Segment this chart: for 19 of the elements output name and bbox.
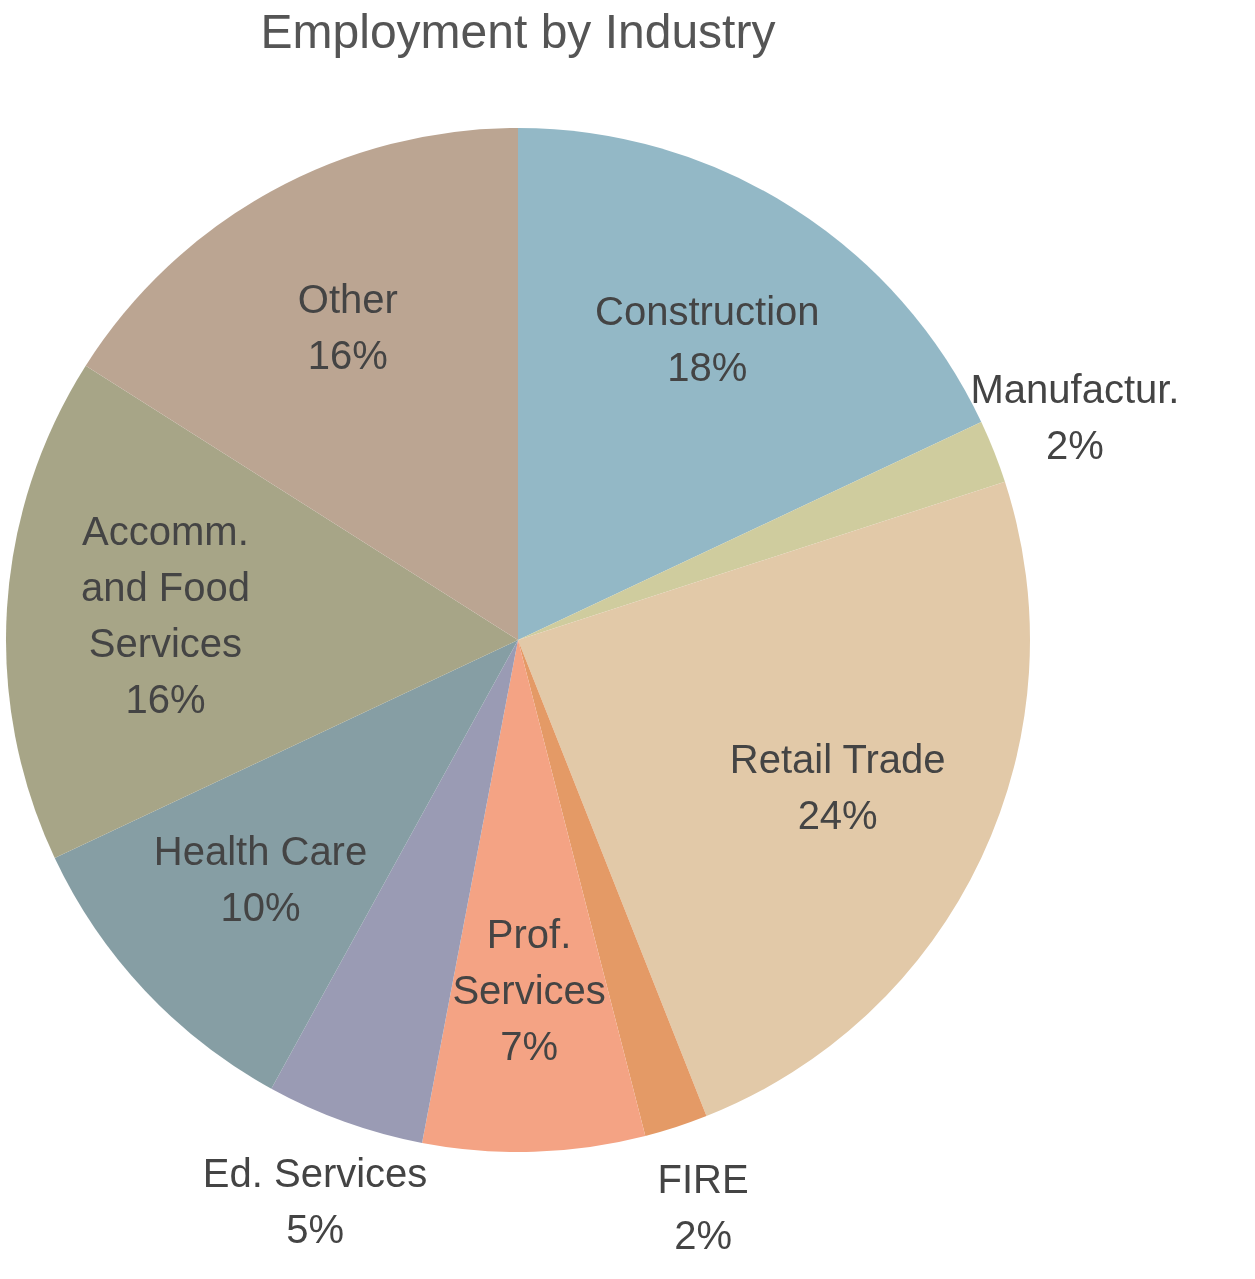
- data-label: 10%: [220, 884, 301, 929]
- data-label: 5%: [286, 1206, 344, 1251]
- chart-title: Employment by Industry: [260, 5, 776, 59]
- data-label: 24%: [797, 793, 878, 838]
- slice-label: Manufactur.: [970, 366, 1180, 411]
- data-label: 16%: [307, 333, 388, 378]
- data-label: 16%: [125, 676, 206, 721]
- slice-label: Health Care: [153, 828, 368, 873]
- data-label: 18%: [667, 344, 748, 389]
- slice-label: Retail Trade: [729, 737, 946, 782]
- slice-label: Other: [297, 277, 398, 322]
- data-label: 2%: [674, 1212, 733, 1257]
- data-label: 2%: [1046, 422, 1104, 467]
- slice-label: Construction: [595, 288, 820, 333]
- slice-label: FIRE: [657, 1156, 749, 1201]
- slice-label: Prof. Services: [452, 912, 606, 1013]
- slice-label: Accomm. and Food Services: [80, 508, 250, 665]
- slice-label: Ed. Services: [202, 1150, 428, 1195]
- data-label: 7%: [500, 1024, 558, 1069]
